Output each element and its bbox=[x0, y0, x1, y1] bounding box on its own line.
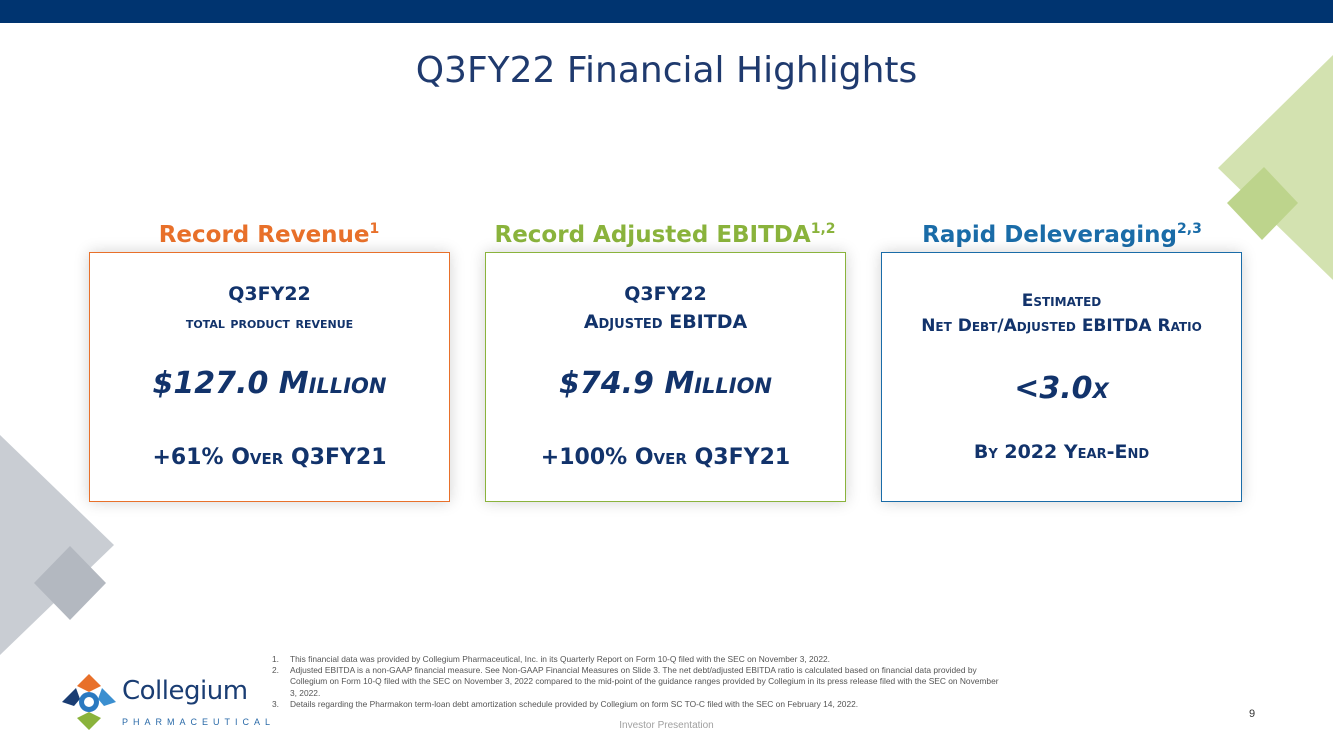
green-diamond-small bbox=[1227, 167, 1298, 240]
card-label-metric: total product revenue bbox=[185, 313, 354, 332]
footnote-number: 3. bbox=[272, 698, 279, 709]
card-ebitda: Q3FY22 Adjusted EBITDA $74.9 Million +10… bbox=[485, 252, 846, 502]
footnote-item: 1. This financial data was provided by Co… bbox=[272, 654, 1002, 665]
card-deleveraging: Estimated Net Debt/Adjusted EBITDA Ratio… bbox=[881, 252, 1242, 502]
heading-footnote-ref: 2,3 bbox=[1177, 221, 1202, 237]
footnote-text: Adjusted EBITDA is a non-GAAP financial … bbox=[290, 665, 999, 698]
card-revenue: Q3FY22 total product revenue $127.0 Mill… bbox=[89, 252, 450, 502]
green-diamond-large bbox=[1218, 55, 1333, 280]
heading-text: Record Adjusted EBITDA bbox=[494, 222, 811, 248]
slide-title: Q3FY22 Financial Highlights bbox=[415, 50, 918, 91]
heading-footnote-ref: 1 bbox=[369, 221, 380, 237]
card-heading-revenue: Record Revenue1 bbox=[88, 222, 450, 248]
top-banner bbox=[0, 0, 1333, 23]
card-value: $127.0 Million bbox=[152, 366, 387, 401]
company-logo: Collegium PHARMACEUTICAL bbox=[60, 672, 270, 732]
collegium-emblem-icon bbox=[62, 674, 116, 730]
gray-diamond-small bbox=[34, 546, 106, 620]
footnote-number: 1. bbox=[272, 654, 279, 664]
card-heading-ebitda: Record Adjusted EBITDA1,2 bbox=[484, 222, 846, 248]
card-label-period: Estimated bbox=[1021, 291, 1102, 311]
heading-text: Record Revenue bbox=[158, 222, 370, 248]
page-number: 9 bbox=[1249, 708, 1256, 720]
footnote-text: This financial data was provided by Coll… bbox=[290, 654, 830, 664]
card-detail: By 2022 Year-End bbox=[973, 441, 1150, 463]
card-label-period: Q3FY22 bbox=[624, 283, 707, 305]
footnote-text: Details regarding the Pharmakon term-loa… bbox=[290, 698, 859, 709]
footnote-number: 2. bbox=[272, 665, 279, 676]
card-label-metric: Net Debt/Adjusted EBITDA Ratio bbox=[921, 316, 1202, 336]
footnotes: 1. This financial data was provided by Co… bbox=[272, 654, 1002, 710]
card-value: $74.9 Million bbox=[558, 366, 772, 401]
footnote-item: 2. Adjusted EBITDA is a non-GAAP financia… bbox=[272, 665, 1002, 699]
footer-label: Investor Presentation bbox=[619, 720, 714, 731]
gray-diamond-large bbox=[0, 435, 114, 655]
logo-tagline: PHARMACEUTICAL bbox=[122, 717, 276, 727]
logo-wordmark: Collegium bbox=[122, 676, 248, 706]
card-label-period: Q3FY22 bbox=[228, 283, 311, 305]
heading-footnote-ref: 1,2 bbox=[810, 221, 836, 237]
heading-text: Rapid Deleveraging bbox=[922, 222, 1178, 248]
card-label-metric: Adjusted EBITDA bbox=[583, 311, 748, 333]
card-heading-deleveraging: Rapid Deleveraging2,3 bbox=[881, 222, 1243, 248]
card-detail: +61% Over Q3FY21 bbox=[152, 445, 387, 470]
footnote-item: 3. Details regarding the Pharmakon term-l… bbox=[272, 699, 1002, 710]
card-value: <3.0x bbox=[1014, 371, 1109, 406]
card-detail: +100% Over Q3FY21 bbox=[540, 445, 791, 470]
